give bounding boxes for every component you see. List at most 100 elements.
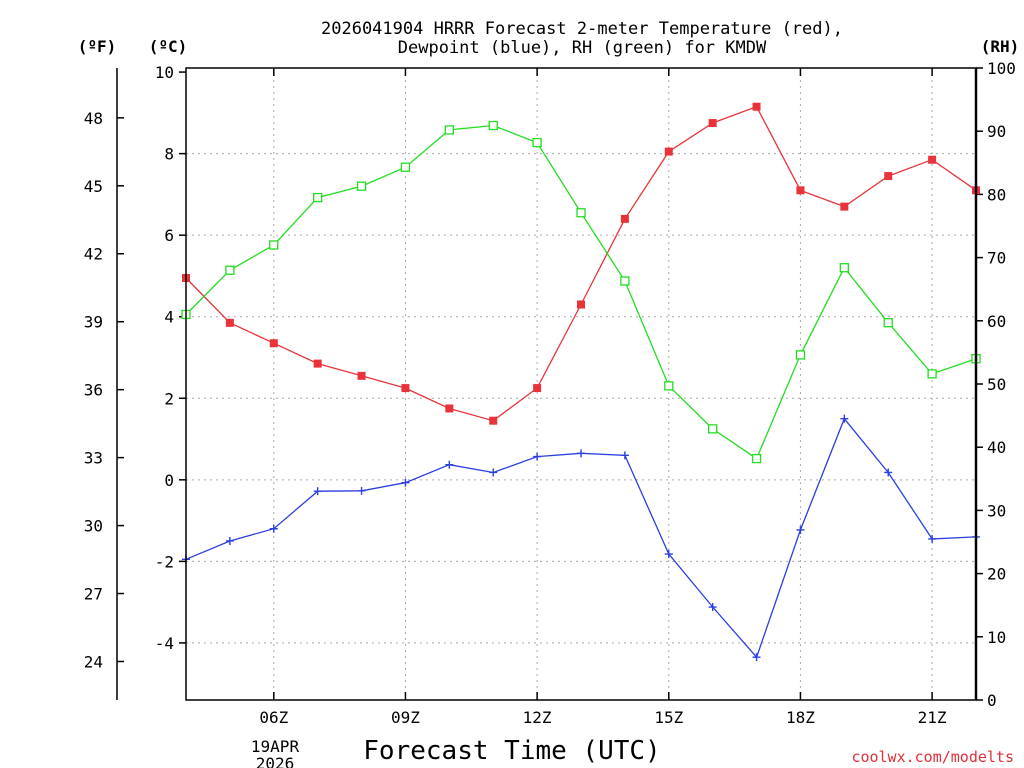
rh-tick-label: 70	[987, 249, 1006, 268]
rh-line	[185, 124, 977, 460]
celsius-tick-label: -2	[155, 552, 174, 571]
rh-tick-label: 40	[987, 438, 1006, 457]
rh-point	[444, 125, 454, 135]
temperature-point	[225, 318, 234, 327]
rh-tick-label: 90	[987, 122, 1006, 141]
celsius-tick-label: 10	[155, 63, 174, 82]
rh-point	[751, 453, 762, 464]
rh-point	[313, 192, 323, 203]
x-tick-label: 06Z	[259, 708, 288, 727]
celsius-tick-label: 6	[164, 226, 174, 245]
data-series	[181, 102, 981, 662]
rh-point	[927, 369, 937, 379]
temperature-point	[664, 147, 673, 156]
dewpoint-point	[796, 525, 805, 534]
temperature-point	[269, 339, 278, 348]
dewpoint-point	[577, 449, 585, 458]
temperature-line	[185, 105, 977, 422]
rh-point	[883, 318, 893, 328]
rh-tick-label: 20	[987, 565, 1006, 584]
rh-point	[225, 265, 235, 275]
rh-tick-label: 10	[987, 628, 1006, 647]
chart-title-line1: 2026041904 HRRR Forecast 2-meter Tempera…	[321, 19, 843, 39]
rh-tick-label: 100	[987, 59, 1016, 78]
fahrenheit-tick-label: 45	[84, 177, 103, 196]
date-year-label: 2026	[256, 754, 295, 768]
x-tick-label: 09Z	[391, 708, 420, 727]
dewpoint-point	[884, 468, 893, 477]
dewpoint-point	[533, 452, 542, 461]
temperature-point	[577, 300, 585, 309]
temperature-point	[489, 416, 498, 425]
x-axis-label: Forecast Time (UTC)	[363, 736, 660, 766]
fahrenheit-tick-label: 48	[84, 109, 103, 128]
rh-tick-label: 0	[987, 691, 997, 710]
temperature-point	[840, 202, 849, 211]
gridlines	[186, 68, 976, 700]
rh-tick-label: 80	[987, 185, 1006, 204]
celsius-unit-label: (ºC)	[149, 37, 188, 56]
rh-point	[488, 120, 498, 131]
rh-point	[795, 350, 806, 360]
dewpoint-point	[752, 653, 761, 662]
celsius-tick-label: 2	[164, 389, 174, 408]
dewpoint-point	[313, 487, 322, 496]
rh-point	[532, 137, 542, 148]
fahrenheit-tick-label: 42	[84, 245, 103, 264]
date-day-label: 19APR	[251, 737, 300, 756]
x-tick-label: 12Z	[523, 708, 552, 727]
rh-point	[400, 162, 411, 172]
plot-frame	[185, 67, 977, 701]
temperature-point	[401, 384, 410, 393]
temperature-point	[533, 384, 542, 393]
fahrenheit-unit-label: (ºF)	[78, 37, 117, 56]
dewpoint-point	[840, 414, 849, 423]
rh-point	[356, 181, 367, 191]
temperature-point	[796, 186, 805, 195]
dewpoint-point	[928, 534, 937, 543]
temperature-point	[357, 371, 366, 380]
dewpoint-point	[225, 536, 234, 545]
celsius-tick-label: -4	[155, 634, 174, 653]
credit-text: coolwx.com/modelts	[851, 748, 1014, 766]
dewpoint-point	[489, 468, 498, 477]
fahrenheit-tick-label: 27	[84, 585, 103, 604]
fahrenheit-tick-label: 39	[84, 313, 103, 332]
fahrenheit-tick-label: 24	[84, 652, 103, 671]
fahrenheit-tick-label: 30	[84, 517, 103, 536]
rh-tick-label: 50	[987, 375, 1006, 394]
temperature-point	[884, 172, 893, 181]
temperature-point	[752, 102, 761, 111]
dewpoint-point	[708, 603, 717, 612]
chart-title-line2: Dewpoint (blue), RH (green) for KMDW	[398, 38, 767, 58]
celsius-tick-label: 0	[164, 471, 174, 490]
dewpoint-point	[445, 460, 454, 469]
celsius-tick-label: 4	[164, 308, 174, 327]
temperature-point	[708, 119, 717, 128]
rh-tick-label: 30	[987, 501, 1006, 520]
rh-point	[576, 208, 586, 218]
rh-point	[708, 424, 718, 434]
dewpoint-point	[664, 550, 673, 559]
celsius-tick-label: 8	[164, 145, 174, 164]
dewpoint-point	[620, 451, 629, 460]
rh-point	[839, 263, 849, 273]
dewpoint-point	[401, 478, 410, 487]
rh-point	[664, 381, 674, 391]
dewpoint-point	[357, 486, 366, 495]
x-tick-label: 18Z	[786, 708, 815, 727]
fahrenheit-tick-label: 36	[84, 381, 103, 400]
axes: 1086420-2-448454239363330272410090807060…	[84, 59, 1016, 727]
rh-tick-label: 60	[987, 312, 1006, 331]
x-tick-label: 21Z	[918, 708, 947, 727]
temperature-point	[313, 359, 322, 368]
rh-point	[269, 240, 279, 250]
temperature-point	[620, 214, 629, 223]
temperature-point	[928, 155, 937, 164]
rh-unit-label: (RH)	[981, 37, 1020, 56]
rh-point	[620, 276, 630, 286]
fahrenheit-tick-label: 33	[84, 449, 103, 468]
dewpoint-point	[269, 524, 278, 533]
temperature-point	[445, 404, 454, 413]
